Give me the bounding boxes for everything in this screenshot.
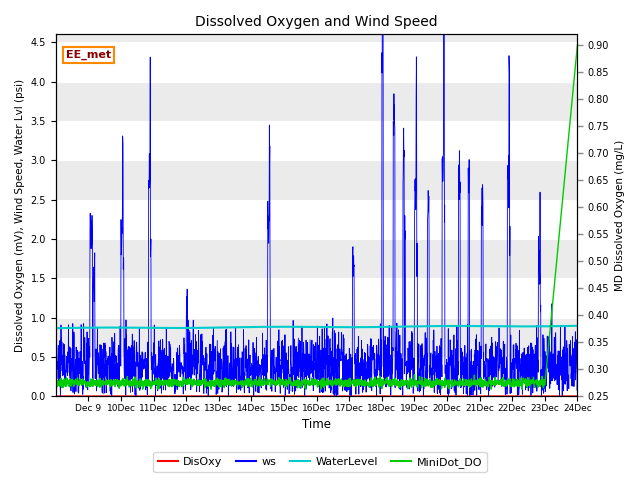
Text: EE_met: EE_met <box>66 50 111 60</box>
Bar <box>56 121 577 160</box>
X-axis label: Time: Time <box>302 419 331 432</box>
Bar <box>56 278 577 318</box>
Bar <box>56 42 577 82</box>
Y-axis label: Dissolved Oxygen (mV), Wind Speed, Water Lvl (psi): Dissolved Oxygen (mV), Wind Speed, Water… <box>15 79 25 352</box>
Title: Dissolved Oxygen and Wind Speed: Dissolved Oxygen and Wind Speed <box>195 15 438 29</box>
Y-axis label: MD Dissolved Oxygen (mg/L): MD Dissolved Oxygen (mg/L) <box>615 140 625 291</box>
Bar <box>56 357 577 396</box>
Legend: DisOxy, ws, WaterLevel, MiniDot_DO: DisOxy, ws, WaterLevel, MiniDot_DO <box>154 452 486 472</box>
Bar <box>56 200 577 239</box>
